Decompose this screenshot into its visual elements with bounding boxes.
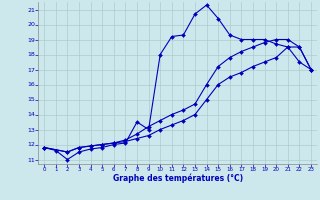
X-axis label: Graphe des températures (°C): Graphe des températures (°C): [113, 174, 243, 183]
